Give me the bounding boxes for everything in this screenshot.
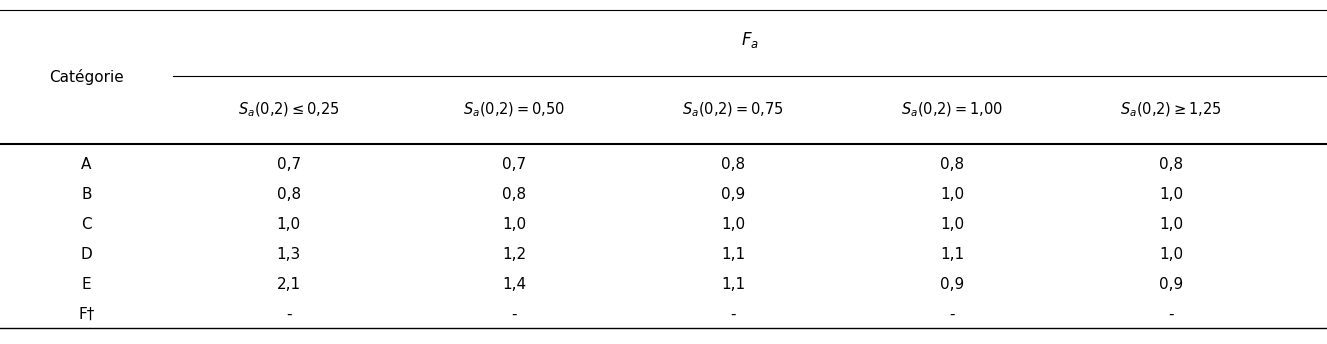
Text: 0,9: 0,9 (721, 186, 746, 202)
Text: C: C (81, 217, 92, 232)
Text: 1,0: 1,0 (940, 217, 965, 232)
Text: B: B (81, 186, 92, 202)
Text: $F_a$: $F_a$ (740, 30, 759, 50)
Text: 0,8: 0,8 (502, 186, 527, 202)
Text: Catégorie: Catégorie (49, 69, 123, 85)
Text: D: D (81, 247, 92, 261)
Text: 0,9: 0,9 (1158, 277, 1184, 292)
Text: 1,0: 1,0 (1158, 186, 1184, 202)
Text: -: - (285, 307, 292, 322)
Text: $S_a(0{,}2){=}0{,}50$: $S_a(0{,}2){=}0{,}50$ (463, 101, 565, 119)
Text: 0,8: 0,8 (1158, 157, 1184, 172)
Text: E: E (81, 277, 92, 292)
Text: $S_a(0{,}2){=}0{,}75$: $S_a(0{,}2){=}0{,}75$ (682, 101, 784, 119)
Text: 1,1: 1,1 (940, 247, 965, 261)
Text: 1,0: 1,0 (276, 217, 301, 232)
Text: -: - (1168, 307, 1174, 322)
Text: A: A (81, 157, 92, 172)
Text: $S_a(0{,}2) \geq 1{,}25$: $S_a(0{,}2) \geq 1{,}25$ (1120, 101, 1222, 119)
Text: -: - (730, 307, 736, 322)
Text: 1,0: 1,0 (940, 186, 965, 202)
Text: 0,8: 0,8 (276, 186, 301, 202)
Text: 1,0: 1,0 (502, 217, 527, 232)
Text: 1,1: 1,1 (721, 247, 746, 261)
Text: 1,0: 1,0 (1158, 217, 1184, 232)
Text: 2,1: 2,1 (276, 277, 301, 292)
Text: -: - (949, 307, 955, 322)
Text: 1,1: 1,1 (721, 277, 746, 292)
Text: 0,9: 0,9 (940, 277, 965, 292)
Text: 0,7: 0,7 (502, 157, 527, 172)
Text: 0,8: 0,8 (721, 157, 746, 172)
Text: 1,3: 1,3 (276, 247, 301, 261)
Text: 1,2: 1,2 (502, 247, 527, 261)
Text: 0,8: 0,8 (940, 157, 965, 172)
Text: -: - (511, 307, 518, 322)
Text: 0,7: 0,7 (276, 157, 301, 172)
Text: 1,0: 1,0 (721, 217, 746, 232)
Text: $S_a(0{,}2){=}1{,}00$: $S_a(0{,}2){=}1{,}00$ (901, 101, 1003, 119)
Text: $S_a(0{,}2) \leq 0{,}25$: $S_a(0{,}2) \leq 0{,}25$ (238, 101, 340, 119)
Text: 1,0: 1,0 (1158, 247, 1184, 261)
Text: 1,4: 1,4 (502, 277, 527, 292)
Text: F†: F† (78, 307, 94, 322)
